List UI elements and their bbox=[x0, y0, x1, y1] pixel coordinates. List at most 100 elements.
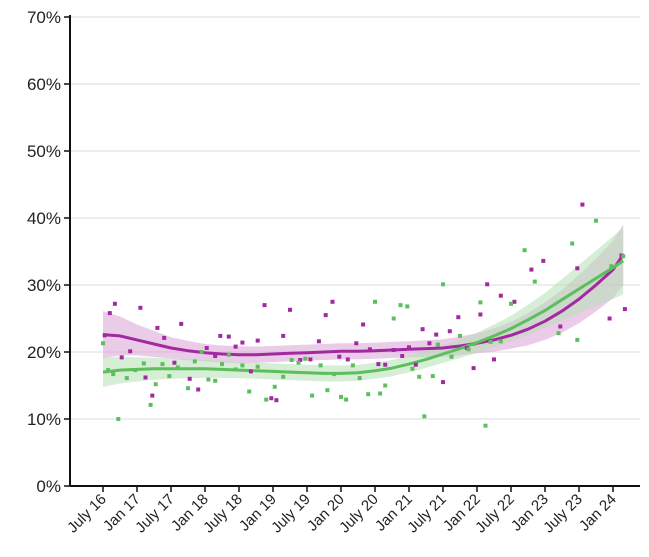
data-point-series-2 bbox=[383, 383, 388, 388]
x-tick-label: July 22 bbox=[472, 491, 518, 537]
data-point-series-1 bbox=[112, 301, 117, 306]
data-point-series-1 bbox=[622, 307, 627, 312]
data-point-series-1 bbox=[155, 325, 160, 330]
data-point-series-2 bbox=[192, 359, 197, 364]
data-point-series-2 bbox=[466, 347, 471, 352]
data-point-series-1 bbox=[248, 369, 253, 374]
y-tick-label: 10% bbox=[27, 410, 61, 429]
y-tick-label: 30% bbox=[27, 276, 61, 295]
data-point-series-1 bbox=[226, 334, 231, 339]
confidence-bands bbox=[103, 224, 624, 387]
data-point-series-1 bbox=[308, 357, 313, 362]
data-point-series-1 bbox=[128, 349, 133, 354]
data-point-series-1 bbox=[420, 327, 425, 332]
data-point-series-1 bbox=[119, 355, 124, 360]
data-point-series-2 bbox=[391, 316, 396, 321]
data-point-series-2 bbox=[458, 333, 462, 338]
data-point-series-2 bbox=[449, 354, 454, 359]
data-point-series-1 bbox=[196, 387, 201, 392]
y-tick-label: 60% bbox=[27, 75, 61, 94]
data-point-series-1 bbox=[179, 321, 184, 326]
data-point-series-1 bbox=[102, 333, 107, 338]
data-point-series-2 bbox=[148, 402, 153, 407]
data-point-series-2 bbox=[373, 299, 377, 304]
data-point-series-2 bbox=[522, 248, 527, 253]
data-point-series-1 bbox=[298, 358, 303, 362]
data-point-series-2 bbox=[344, 397, 349, 402]
data-point-series-1 bbox=[434, 332, 439, 337]
data-point-series-1 bbox=[262, 303, 267, 308]
data-point-series-2 bbox=[575, 337, 580, 342]
data-point-series-1 bbox=[367, 347, 372, 352]
data-point-series-2 bbox=[220, 362, 224, 367]
data-point-series-2 bbox=[240, 363, 245, 368]
data-point-series-2 bbox=[175, 365, 180, 370]
data-point-series-2 bbox=[339, 394, 343, 399]
data-point-series-2 bbox=[509, 301, 513, 306]
data-point-series-1 bbox=[529, 267, 534, 272]
data-point-series-2 bbox=[167, 374, 172, 379]
data-point-series-2 bbox=[405, 304, 410, 309]
data-point-series-2 bbox=[478, 300, 483, 305]
data-point-series-1 bbox=[187, 376, 192, 381]
data-point-series-1 bbox=[354, 341, 359, 346]
x-tick-label: July 20 bbox=[336, 491, 382, 537]
data-point-series-2 bbox=[213, 378, 218, 383]
trend-lines bbox=[102, 253, 625, 375]
data-point-series-2 bbox=[303, 356, 308, 361]
data-point-series-1 bbox=[607, 316, 612, 321]
data-point-series-1 bbox=[427, 341, 432, 346]
data-point-series-1 bbox=[383, 362, 388, 367]
data-point-series-1 bbox=[162, 335, 167, 340]
data-point-series-2 bbox=[199, 350, 204, 354]
data-point-series-1 bbox=[407, 345, 411, 350]
data-point-series-2 bbox=[430, 374, 435, 379]
data-point-series-2 bbox=[366, 392, 371, 397]
data-point-series-2 bbox=[498, 339, 503, 344]
x-tick-label: July 21 bbox=[404, 491, 450, 537]
data-point-series-1 bbox=[172, 360, 177, 365]
data-point-series-1 bbox=[281, 333, 286, 338]
x-tick-label: July 17 bbox=[132, 491, 178, 537]
data-point-series-2 bbox=[556, 331, 561, 336]
trend-line-1 bbox=[102, 253, 625, 357]
data-point-series-1 bbox=[512, 299, 517, 304]
data-point-series-2 bbox=[422, 414, 427, 419]
data-point-series-1 bbox=[471, 366, 476, 371]
data-point-series-2 bbox=[226, 352, 231, 357]
data-point-series-2 bbox=[609, 264, 614, 269]
confidence-band-2 bbox=[103, 227, 624, 387]
data-point-series-1 bbox=[255, 338, 260, 343]
data-point-series-1 bbox=[400, 354, 405, 358]
data-point-series-2 bbox=[398, 303, 403, 308]
data-point-series-1 bbox=[213, 354, 218, 358]
data-point-series-1 bbox=[391, 348, 396, 352]
y-tick-label: 40% bbox=[27, 209, 61, 228]
x-tick-label: Jan 24 bbox=[576, 491, 620, 535]
y-tick-label: 0% bbox=[36, 477, 61, 496]
data-point-series-2 bbox=[133, 368, 138, 373]
x-tick-label: July 23 bbox=[540, 491, 586, 537]
data-point-series-2 bbox=[272, 384, 277, 389]
data-point-series-1 bbox=[447, 329, 452, 334]
data-point-series-1 bbox=[558, 324, 563, 329]
data-point-series-2 bbox=[350, 363, 355, 368]
data-point-series-1 bbox=[274, 398, 279, 403]
data-point-series-1 bbox=[361, 322, 366, 327]
data-point-series-2 bbox=[378, 391, 383, 396]
data-point-series-1 bbox=[456, 315, 461, 320]
data-point-series-1 bbox=[150, 393, 155, 398]
data-point-series-1 bbox=[240, 340, 245, 345]
x-tick-label: July 16 bbox=[64, 491, 110, 537]
data-point-series-1 bbox=[580, 202, 585, 207]
data-point-series-2 bbox=[281, 374, 286, 379]
y-tick-label: 50% bbox=[27, 142, 61, 161]
data-point-series-2 bbox=[289, 358, 294, 362]
data-point-series-2 bbox=[621, 254, 626, 259]
data-point-series-1 bbox=[478, 312, 483, 317]
data-point-series-1 bbox=[330, 299, 335, 304]
data-point-series-1 bbox=[204, 346, 209, 350]
y-tick-label: 20% bbox=[27, 343, 61, 362]
